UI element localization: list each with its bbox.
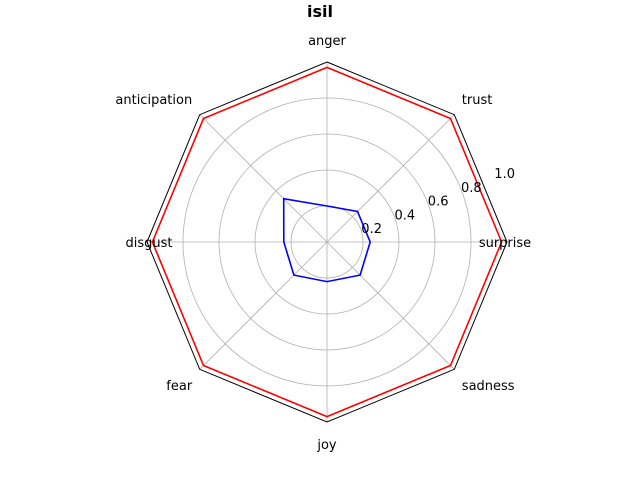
spoke-fear (199, 241, 328, 370)
tick-label-3: 0.8 (461, 181, 482, 196)
category-label-sadness: sadness (462, 379, 515, 394)
tick-label-0: 0.2 (361, 222, 382, 237)
tick-label-1: 0.4 (395, 208, 416, 223)
tick-label-2: 0.6 (428, 195, 449, 210)
radial-tick-labels: 0.2 0.4 0.6 0.8 1.0 (361, 167, 515, 237)
category-label-anticipation: anticipation (115, 93, 192, 108)
series-line-0 (151, 66, 503, 418)
series-line-1 (282, 197, 372, 283)
category-label-fear: fear (166, 379, 193, 394)
category-label-disgust: disgust (126, 236, 173, 251)
category-labels: anger trust surprise sadness joy fear disgust a… (115, 34, 531, 453)
category-label-surprise: surprise (479, 236, 531, 251)
grid (147, 62, 507, 422)
spoke-anticipation (199, 114, 328, 243)
category-label-anger: anger (308, 34, 346, 49)
frame-polygon (146, 61, 508, 423)
series-layer (151, 66, 503, 418)
spoke-trust (326, 114, 455, 243)
category-label-joy: joy (316, 438, 337, 453)
chart-title: isil (307, 2, 333, 21)
outer-frame (146, 61, 508, 423)
spoke-sadness (326, 241, 455, 370)
tick-label-4: 1.0 (494, 167, 515, 182)
category-label-trust: trust (462, 93, 493, 108)
